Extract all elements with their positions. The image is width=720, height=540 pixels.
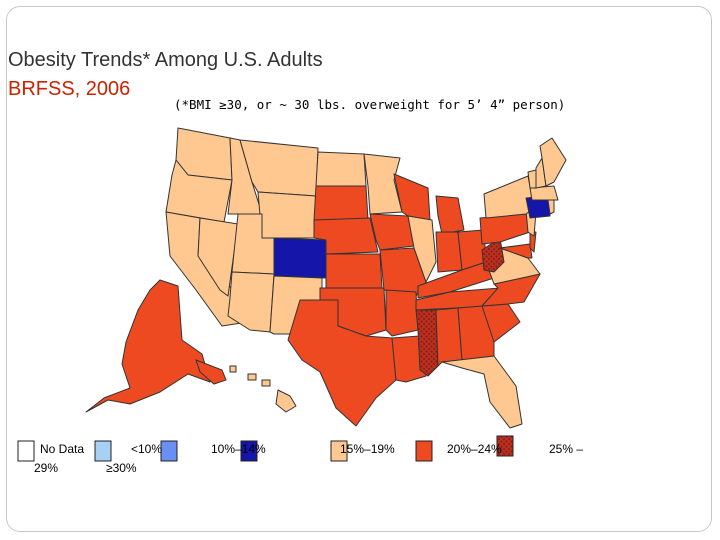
legend-label-lt10: <10% <box>131 442 163 456</box>
state-iowa <box>369 213 415 251</box>
legend-label-no-data: No Data <box>40 442 85 456</box>
state-kansas <box>325 253 383 289</box>
legend-label-ge30: ≥30% <box>106 461 137 475</box>
state-indiana <box>435 231 463 273</box>
state-texas <box>287 299 397 427</box>
state-wyoming <box>257 191 317 239</box>
state-new-york <box>483 175 535 219</box>
state-alaska <box>85 279 211 413</box>
state-hawaii <box>275 389 297 413</box>
bmi-footnote: (*BMI ≥30, or ~ 30 lbs. overweight for 5… <box>174 97 566 112</box>
map-title: Obesity Trends* Among U.S. Adults <box>8 49 323 71</box>
legend-label-10-14: 10%–14% <box>211 442 266 456</box>
legend-swatch-c25-29 <box>415 440 433 462</box>
legend-swatch-c10-14 <box>160 440 178 462</box>
state-vermont <box>527 169 537 189</box>
legend-label-29: 29% <box>34 461 59 475</box>
state-colorado <box>273 237 327 279</box>
state-massachusetts <box>529 185 559 201</box>
legend-swatch-lt10 <box>94 440 112 462</box>
legend-swatch-ge30 <box>496 435 514 457</box>
legend-label-20-24: 20%–24% <box>447 442 502 456</box>
state-wisconsin <box>393 173 431 221</box>
state-pennsylvania <box>479 213 531 245</box>
state-arkansas <box>385 289 419 337</box>
state-north-dakota <box>315 151 367 187</box>
legend-label-15-19: 15%–19% <box>340 442 395 456</box>
legend-swatch-no-data <box>17 440 35 462</box>
state-michigan <box>435 195 465 235</box>
alaska-panhandle <box>195 359 227 385</box>
state-louisiana <box>391 335 427 383</box>
legend-swatch-c15-19 <box>240 440 258 462</box>
state-maine <box>539 137 567 187</box>
hawaii-island-2 <box>247 373 257 381</box>
map-subtitle-survey: BRFSS, 2006 <box>8 78 131 100</box>
state-georgia <box>457 305 495 361</box>
state-illinois <box>407 215 437 283</box>
state-alabama <box>435 307 463 367</box>
legend-swatch-c20-24 <box>330 440 348 462</box>
hawaii-island-1 <box>229 365 237 373</box>
hawaii-island-3 <box>261 379 271 387</box>
slide-frame <box>6 6 712 532</box>
legend-label-25: 25% – <box>549 442 584 456</box>
state-south-dakota <box>313 185 369 221</box>
state-maryland <box>499 243 533 259</box>
state-florida <box>441 355 523 429</box>
state-nevada <box>197 217 239 297</box>
